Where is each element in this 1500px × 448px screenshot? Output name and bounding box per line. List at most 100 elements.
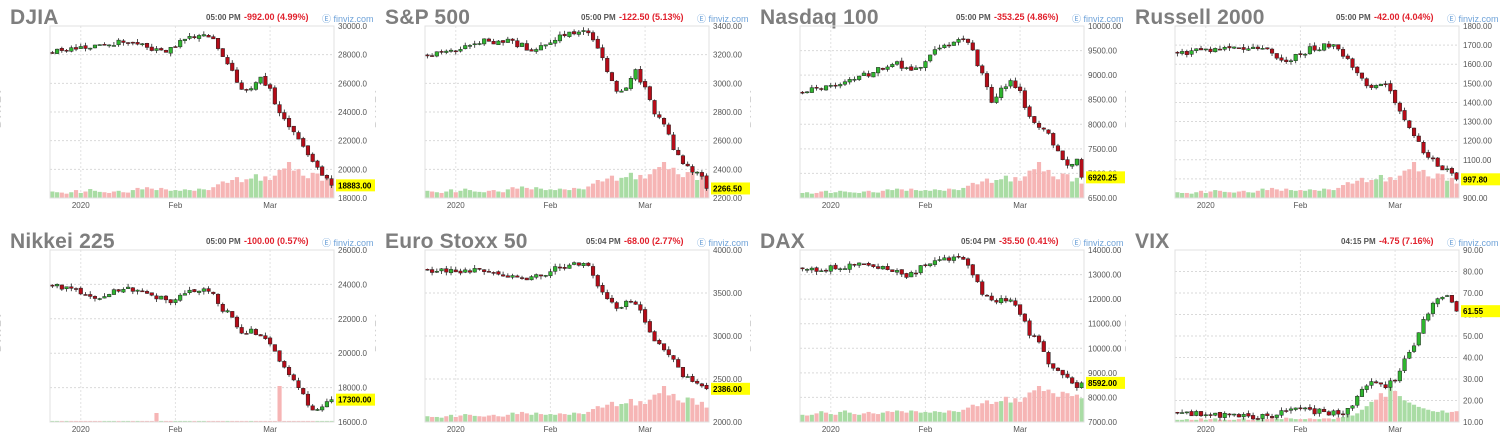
volume-bar [567, 414, 572, 422]
volume-bar [624, 177, 629, 198]
volume-bar [989, 404, 994, 422]
source-link[interactable]: Ⓔ finviz.com [1072, 236, 1124, 249]
volume-bar [1246, 419, 1251, 422]
volume-bar [524, 187, 529, 198]
volume-bar [1383, 396, 1388, 422]
candle [652, 330, 657, 342]
y-tick-label: 2200.00 [713, 194, 742, 203]
price-change: -100.00 (0.57%) [244, 236, 309, 246]
volume-bar [448, 189, 454, 198]
volume-bar [947, 188, 952, 198]
candle [880, 67, 885, 71]
y-tick-label: 3400.00 [713, 22, 742, 31]
volume-bar [937, 190, 942, 198]
volume-bar [102, 420, 107, 422]
volume-bar [847, 412, 852, 422]
volume-bar [984, 400, 990, 422]
volume-bar [1336, 417, 1341, 422]
volume-bar [111, 420, 116, 422]
volume-bar [885, 411, 890, 422]
candle [206, 286, 211, 294]
volume-bar [543, 414, 548, 422]
candle [638, 301, 643, 314]
volume-bar [1232, 419, 1237, 422]
volume-bar [590, 183, 596, 198]
candle [572, 29, 577, 36]
volume-bar [505, 189, 510, 198]
volume-bar [657, 393, 662, 422]
volume-bar [965, 185, 971, 198]
x-tick-label: 2020 [447, 201, 465, 210]
candlestick-chart: 2000.00 2500.00 3000.00 3500.00 4000.00 2386.… [424, 246, 750, 434]
volume-bar [135, 420, 140, 422]
y-tick-label: 20000.0 [338, 349, 367, 358]
volume-bar [107, 420, 112, 422]
source-link[interactable]: Ⓔ finviz.com [1447, 236, 1499, 249]
candle [88, 47, 93, 51]
volume-bar [482, 416, 487, 422]
candle [999, 85, 1004, 101]
plot-frame [799, 25, 1085, 199]
volume-bar [1046, 389, 1051, 422]
volume-bar [168, 420, 173, 422]
volume-bar [197, 420, 202, 422]
x-tick-label: Mar [1388, 201, 1402, 210]
source-link[interactable]: Ⓔ finviz.com [1447, 12, 1499, 25]
volume-bar [102, 192, 107, 198]
y-tick-label: 3000.00 [713, 332, 742, 341]
candle [107, 44, 112, 48]
volume-bar [1388, 386, 1393, 422]
volume-bar [1251, 192, 1256, 198]
candle [1369, 83, 1374, 90]
volume-bar [928, 412, 933, 422]
volume-bar [444, 416, 449, 422]
candle [918, 66, 923, 71]
volume-bar [1274, 189, 1279, 198]
candlestick-chart: 7000.00 8000.00 9000.00 10000.00 11000.00 120… [799, 246, 1125, 434]
volume-bar [1079, 398, 1084, 422]
volume-bar [980, 181, 985, 198]
candle [472, 264, 477, 273]
candle [1336, 408, 1341, 418]
candle [1251, 43, 1256, 49]
volume-bar [249, 178, 254, 198]
volume-bar [463, 414, 468, 422]
candle [234, 315, 240, 329]
y-tick-label: 7500.00 [1088, 145, 1117, 154]
candle [572, 261, 577, 266]
candle [282, 360, 287, 369]
volume-bar [64, 193, 69, 198]
volume-bar [1407, 402, 1412, 422]
volume-bar [1175, 419, 1180, 422]
candle [1407, 349, 1412, 360]
candle [88, 291, 93, 299]
y-tick-label: 1600.00 [1463, 60, 1492, 69]
candle [1345, 53, 1350, 61]
volume-bar [828, 192, 833, 198]
y-tick-label: 2600.00 [713, 137, 742, 146]
candle [538, 274, 544, 280]
candle [652, 99, 657, 117]
chart-panel: S&P 500 -122.50 (5.13%) 05:00 PM Ⓔ finviz.c… [375, 0, 750, 224]
volume-bar [463, 188, 468, 198]
source-link[interactable]: Ⓔ finviz.com [697, 236, 749, 249]
volume-bar [1355, 413, 1360, 422]
y-tick-label: 8000.00 [1088, 393, 1117, 402]
source-link[interactable]: Ⓔ finviz.com [322, 236, 374, 249]
volume-bar [1317, 419, 1322, 422]
candle [548, 268, 553, 279]
volume-bar [111, 191, 116, 198]
candle [1340, 410, 1346, 418]
source-link[interactable]: Ⓔ finviz.com [322, 12, 374, 25]
y-tick-label: 14000.00 [1088, 246, 1122, 255]
volume-bar [1345, 414, 1350, 422]
source-link[interactable]: Ⓔ finviz.com [697, 12, 749, 25]
volume-bar [852, 192, 857, 198]
candle [463, 42, 468, 50]
source-link[interactable]: Ⓔ finviz.com [1072, 12, 1124, 25]
candle [1022, 87, 1027, 110]
candle [823, 85, 829, 91]
candle [434, 268, 439, 274]
candle [937, 44, 942, 51]
y-tick-label: 1300.00 [1463, 118, 1492, 127]
